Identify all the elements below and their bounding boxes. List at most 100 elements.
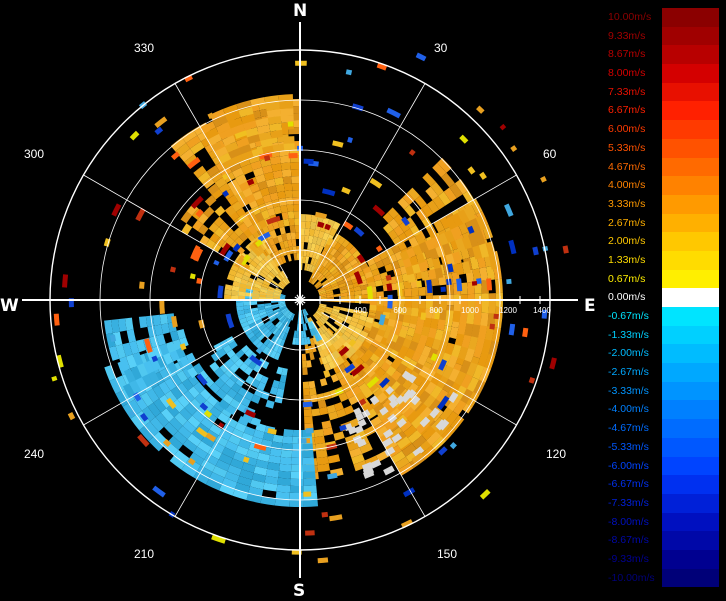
azimuth-spoke	[312, 83, 426, 279]
legend-swatch	[662, 157, 719, 177]
echo-cell	[247, 252, 256, 261]
scatter-cell	[67, 412, 76, 421]
echo-cell	[413, 374, 425, 387]
echo-cell	[354, 338, 364, 347]
echo-cell	[481, 300, 489, 314]
echo-cell	[318, 306, 326, 311]
echo-cell	[209, 109, 226, 122]
echo-cell	[373, 388, 385, 400]
scatter-cell	[540, 176, 547, 183]
legend-entry: 3.33m/s	[604, 194, 719, 214]
scatter-cell	[386, 283, 393, 291]
echo-cell	[363, 376, 374, 387]
echo-cell	[267, 461, 280, 471]
echo-cell	[330, 334, 339, 343]
echo-cell	[231, 167, 244, 179]
echo-cell	[315, 283, 323, 290]
scatter-cell	[314, 211, 328, 220]
echo-cell	[231, 290, 239, 296]
echo-cell	[300, 214, 306, 222]
echo-cell	[439, 406, 453, 422]
echo-cell	[464, 348, 475, 363]
echo-cell	[271, 300, 279, 304]
echo-cell	[333, 332, 341, 340]
echo-cell	[411, 300, 419, 309]
legend-label: 0.67m/s	[608, 272, 646, 285]
echo-cell	[249, 183, 260, 194]
echo-cell	[171, 399, 185, 413]
echo-cell	[285, 247, 291, 255]
scatter-cell	[302, 401, 313, 408]
echo-cell	[143, 360, 155, 375]
echo-cell	[276, 322, 283, 330]
echo-cell	[325, 354, 333, 364]
echo-cell	[235, 174, 248, 186]
echo-cell	[380, 371, 392, 383]
echo-cell	[225, 404, 237, 416]
echo-cell	[292, 246, 297, 254]
echo-cell	[318, 318, 326, 325]
echo-cell	[405, 265, 415, 276]
echo-cell	[260, 285, 269, 291]
echo-cell	[184, 402, 198, 416]
echo-cell	[128, 399, 142, 415]
echo-cell	[302, 367, 308, 375]
echo-cell	[250, 307, 259, 313]
scatter-cell	[266, 215, 281, 225]
scatter-cell	[411, 452, 424, 464]
echo-cell	[262, 194, 272, 204]
echo-cell	[170, 374, 183, 387]
echo-cell	[322, 348, 330, 357]
scatter-cell	[267, 427, 277, 435]
echo-cell	[317, 307, 326, 312]
echo-cell	[239, 469, 254, 480]
legend-entry: 4.00m/s	[604, 176, 719, 195]
echo-cell	[238, 295, 246, 300]
echo-cell	[272, 267, 280, 275]
echo-cell	[162, 352, 174, 365]
echo-cell	[248, 321, 257, 329]
echo-cell	[335, 329, 344, 337]
range-label: 1000	[461, 306, 479, 315]
echo-cell	[411, 351, 422, 363]
echo-cell	[453, 300, 461, 312]
legend-entry: 8.67m/s	[604, 45, 719, 65]
echo-cell	[303, 471, 316, 479]
scatter-cell	[179, 343, 187, 351]
echo-cell	[431, 338, 442, 351]
echo-cell	[325, 338, 333, 347]
echo-cell	[179, 355, 191, 367]
echo-cell	[307, 242, 313, 251]
echo-cell	[260, 326, 269, 334]
echo-cell	[488, 340, 499, 356]
echo-cell	[319, 292, 327, 296]
echo-cell	[335, 371, 345, 380]
echo-cell	[243, 308, 252, 314]
echo-cell	[454, 179, 469, 195]
echo-cell	[425, 238, 436, 251]
echo-cell	[394, 384, 406, 396]
echo-cell	[415, 253, 426, 264]
echo-cell	[281, 316, 288, 324]
echo-cell	[266, 295, 274, 299]
clutter-cell	[379, 406, 389, 416]
echo-cell	[265, 102, 280, 111]
echo-cell	[461, 334, 472, 349]
echo-cell	[317, 319, 324, 327]
echo-cell	[452, 251, 462, 265]
echo-cell	[257, 333, 266, 342]
echo-cell	[303, 308, 308, 316]
echo-cell	[337, 279, 345, 286]
echo-cell	[328, 256, 337, 264]
legend-label: 10.00m/s	[608, 11, 652, 23]
echo-cell	[139, 425, 154, 442]
echo-cell	[266, 322, 274, 329]
echo-cell	[198, 369, 209, 381]
scatter-cell	[459, 134, 469, 144]
scatter-cell	[528, 377, 536, 384]
echo-cell	[273, 206, 282, 215]
echo-cell	[357, 334, 366, 343]
echo-cell	[220, 383, 232, 394]
echo-cell	[346, 266, 355, 274]
echo-cell	[326, 237, 334, 246]
